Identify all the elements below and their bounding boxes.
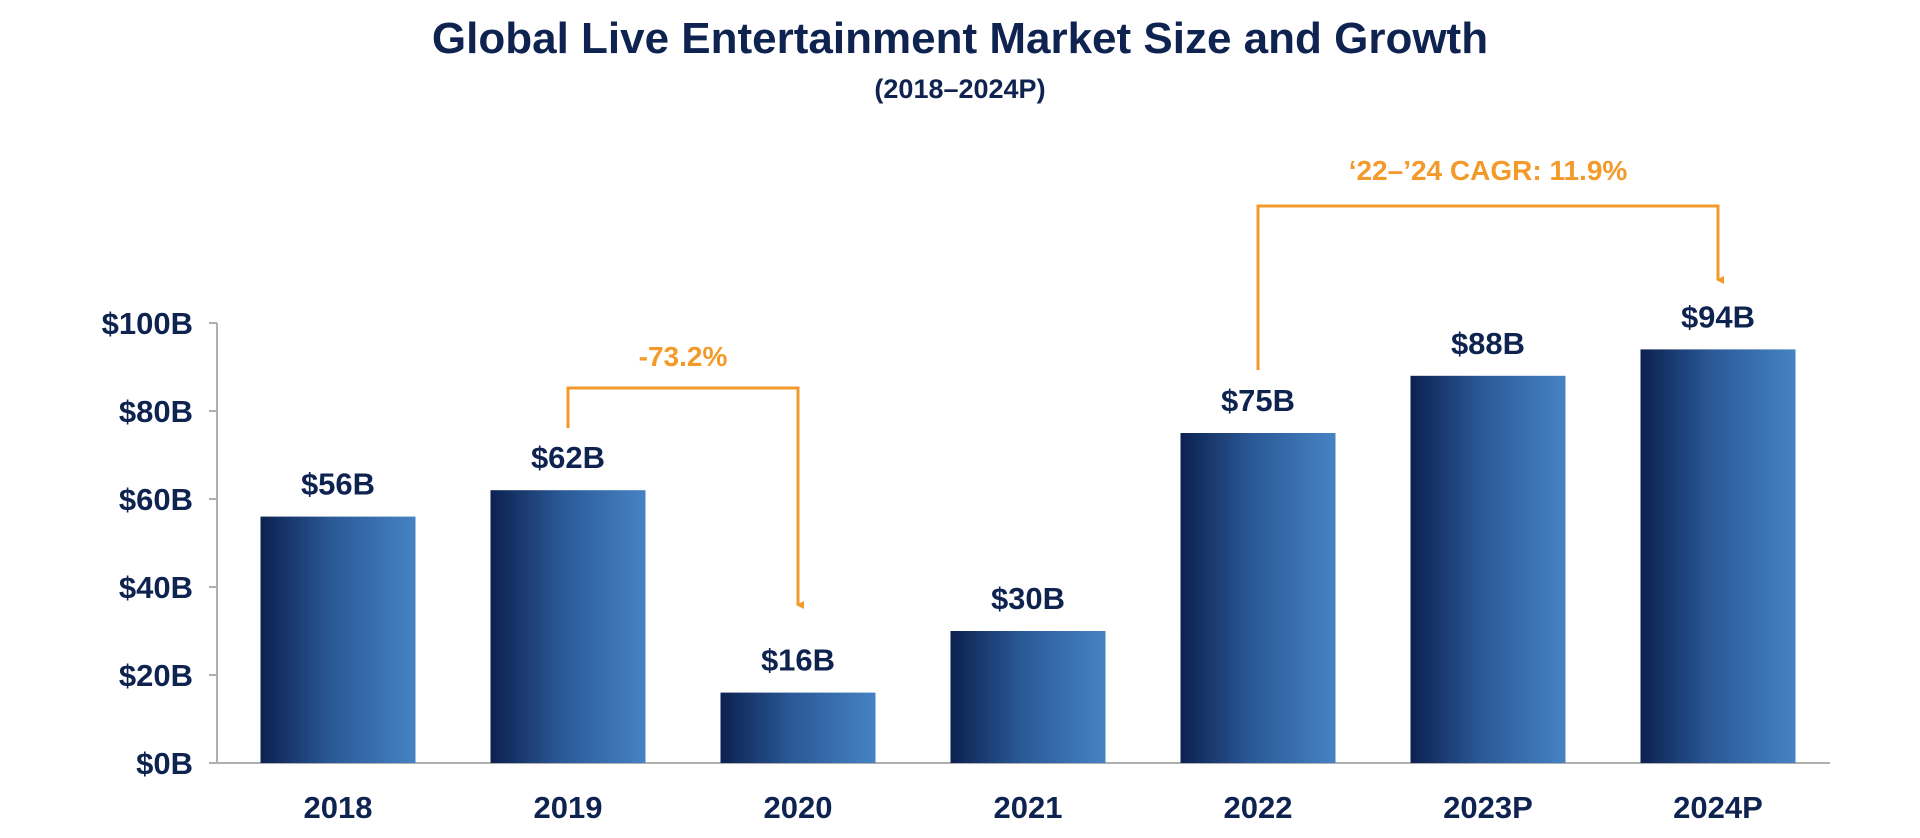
x-tick-label: 2019 bbox=[534, 790, 603, 825]
x-tick-label: 2018 bbox=[304, 790, 373, 825]
bar bbox=[950, 631, 1106, 763]
data-label: $94B bbox=[1681, 299, 1755, 334]
bar bbox=[1640, 349, 1796, 763]
bar bbox=[490, 490, 646, 763]
labels: $56B 2018 $62B 2019 $16B 2020 $30B 2021 $75B 2022… bbox=[301, 299, 1763, 825]
annotation-bracket bbox=[1256, 204, 1724, 370]
x-tick-label: 2022 bbox=[1224, 790, 1293, 825]
annotation-label: ‘22–’24 CAGR: 11.9% bbox=[1349, 155, 1628, 186]
data-label: $75B bbox=[1221, 383, 1295, 418]
data-label: $30B bbox=[991, 581, 1065, 616]
y-tick-label: $80B bbox=[119, 394, 193, 429]
bar bbox=[1410, 375, 1566, 763]
chart-subtitle: (2018–2024P) bbox=[874, 74, 1046, 104]
bars bbox=[260, 349, 1796, 763]
data-label: $88B bbox=[1451, 326, 1525, 361]
bar bbox=[1180, 433, 1336, 763]
x-tick-label: 2021 bbox=[994, 790, 1063, 825]
x-tick-label: 2024P bbox=[1673, 790, 1763, 825]
annotation-label: -73.2% bbox=[639, 341, 728, 372]
y-tick-label: $20B bbox=[119, 658, 193, 693]
y-tick-label: $40B bbox=[119, 570, 193, 605]
bar bbox=[720, 692, 876, 763]
axes: $0B $20B $40B $60B $80B $100B bbox=[102, 306, 1830, 781]
y-tick-label: $100B bbox=[102, 306, 193, 341]
y-tick-label: $60B bbox=[119, 482, 193, 517]
annotations: -73.2% ‘22–’24 CAGR: 11.9% bbox=[566, 155, 1724, 609]
data-label: $16B bbox=[761, 643, 835, 678]
chart-title: Global Live Entertainment Market Size an… bbox=[431, 14, 1489, 63]
y-tick-label: $0B bbox=[136, 746, 193, 781]
data-label: $62B bbox=[531, 440, 605, 475]
data-label: $56B bbox=[301, 467, 375, 502]
x-tick-label: 2020 bbox=[764, 790, 833, 825]
annotation-bracket bbox=[566, 386, 804, 609]
x-tick-label: 2023P bbox=[1443, 790, 1533, 825]
bar bbox=[260, 516, 416, 763]
